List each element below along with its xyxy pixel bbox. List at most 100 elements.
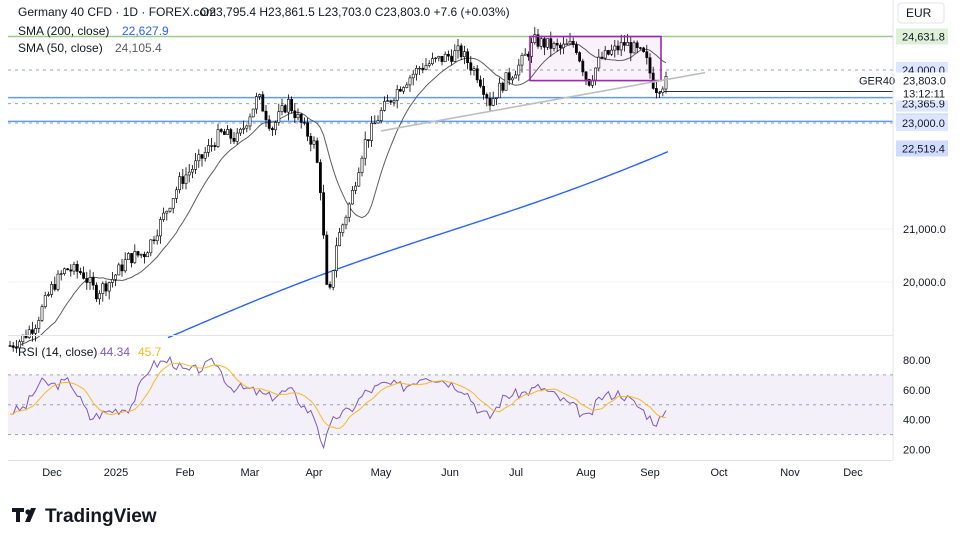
candle-body <box>11 345 15 348</box>
candle-body <box>104 283 108 292</box>
candle-body <box>165 210 169 214</box>
candle-body <box>15 347 18 349</box>
rsi-tick-label: 40.00 <box>903 415 931 427</box>
candle-body <box>421 67 425 70</box>
candle-body <box>427 63 431 66</box>
candle-body <box>283 105 287 113</box>
candle-body <box>8 345 12 347</box>
candle-body <box>347 203 351 218</box>
candle-body <box>146 252 150 258</box>
time-tick-label: Aug <box>576 467 596 479</box>
tv-logo-icon <box>12 508 24 522</box>
candle-body <box>139 253 143 256</box>
candle-body <box>40 306 44 321</box>
candle-body <box>395 89 399 101</box>
candle-body <box>338 232 342 247</box>
time-tick-label: Dec <box>843 467 863 479</box>
candle-body <box>143 253 146 258</box>
candle-body <box>66 268 70 271</box>
time-axis[interactable]: Dec 2025 Feb Mar Apr May Jun Jul Aug Sep Oct Nov Dec <box>8 460 893 480</box>
candle-body <box>392 100 396 103</box>
candle-body <box>389 100 393 103</box>
sma200-line <box>167 150 669 339</box>
candle-body <box>462 51 466 58</box>
candle-body <box>152 239 156 242</box>
candle-body <box>501 82 505 91</box>
price-axis[interactable]: 20,000.021,000.024,631.824,000.023,477.7… <box>892 0 948 460</box>
candle-body <box>69 269 73 272</box>
rsi-axis-labels: 20.00 40.00 60.00 80.00 <box>903 355 931 457</box>
candle-body <box>526 53 530 57</box>
candle-body <box>357 172 361 187</box>
candle-body <box>162 212 166 220</box>
candle-body <box>325 234 329 285</box>
candle-body <box>328 284 332 288</box>
candle-body <box>565 43 569 45</box>
candle-body <box>277 111 281 123</box>
time-tick-label: May <box>371 467 392 479</box>
candle-body <box>175 189 178 199</box>
price-tag: 22,519.4 <box>896 140 948 157</box>
drawing-overlays[interactable] <box>380 35 706 132</box>
sma200-legend-value: 22,627.9 <box>122 24 169 38</box>
candle-body <box>159 219 162 237</box>
candle-body <box>558 44 562 49</box>
rsi-series <box>9 355 667 450</box>
candle-body <box>280 105 284 113</box>
price-axis-labels: 20,000.021,000.024,631.824,000.023,477.7… <box>896 28 948 289</box>
candle-body <box>446 53 450 57</box>
candle-body <box>373 122 377 125</box>
candle-body <box>478 79 482 87</box>
candle-body <box>629 42 633 54</box>
price-tag: 23,000.0 <box>896 115 948 131</box>
candle-body <box>402 87 406 92</box>
candle-body <box>459 45 463 58</box>
rsi-pane[interactable]: 20.00 40.00 60.00 80.00 <box>8 355 931 457</box>
rsi-legend-value: 44.34 <box>100 345 130 359</box>
candle-body <box>424 65 428 70</box>
tradingview-logo: TradingView <box>12 506 157 527</box>
candle-body <box>21 334 25 343</box>
main-pane[interactable]: GER40 <box>8 27 895 355</box>
candle-body <box>274 122 278 131</box>
price-tick-label: 21,000.0 <box>903 224 946 236</box>
rsi-tick-label: 20.00 <box>903 445 931 457</box>
candle-body <box>127 253 130 260</box>
candle-body <box>258 94 262 97</box>
candle-body <box>95 284 98 300</box>
sma200-legend-label: SMA (200, close) <box>18 24 109 38</box>
candle-body <box>194 160 198 170</box>
candle-body <box>475 68 479 81</box>
candle-body <box>622 42 626 46</box>
currency-button[interactable]: EUR <box>897 2 945 24</box>
candle-body <box>344 216 348 226</box>
candle-body <box>382 101 386 111</box>
candle-body <box>568 41 572 45</box>
time-tick-label: Oct <box>710 467 727 479</box>
candle-body <box>200 154 204 159</box>
last-price-label: 23,803.0 <box>903 75 946 87</box>
trendline <box>380 71 706 132</box>
candle-body <box>546 38 550 48</box>
candle-body <box>555 43 559 46</box>
candle-body <box>341 224 345 233</box>
candle-body <box>181 176 185 184</box>
horizontal-levels[interactable]: GER40 <box>8 35 895 124</box>
candle-body <box>414 68 418 75</box>
candle-body <box>223 131 226 135</box>
candle-body <box>155 235 159 242</box>
candle-body <box>366 139 370 141</box>
candle-body <box>59 273 63 275</box>
candle-body <box>491 98 495 106</box>
candle-body <box>85 278 89 283</box>
candle-body <box>235 132 239 142</box>
candle-body <box>216 129 220 147</box>
candle-body <box>171 198 175 209</box>
candle-body <box>184 174 188 184</box>
candle-body <box>191 169 194 173</box>
candle-body <box>210 145 214 147</box>
candle-body <box>376 120 380 124</box>
sma50-legend-label: SMA (50, close) <box>18 41 103 55</box>
candle-body <box>255 96 258 110</box>
